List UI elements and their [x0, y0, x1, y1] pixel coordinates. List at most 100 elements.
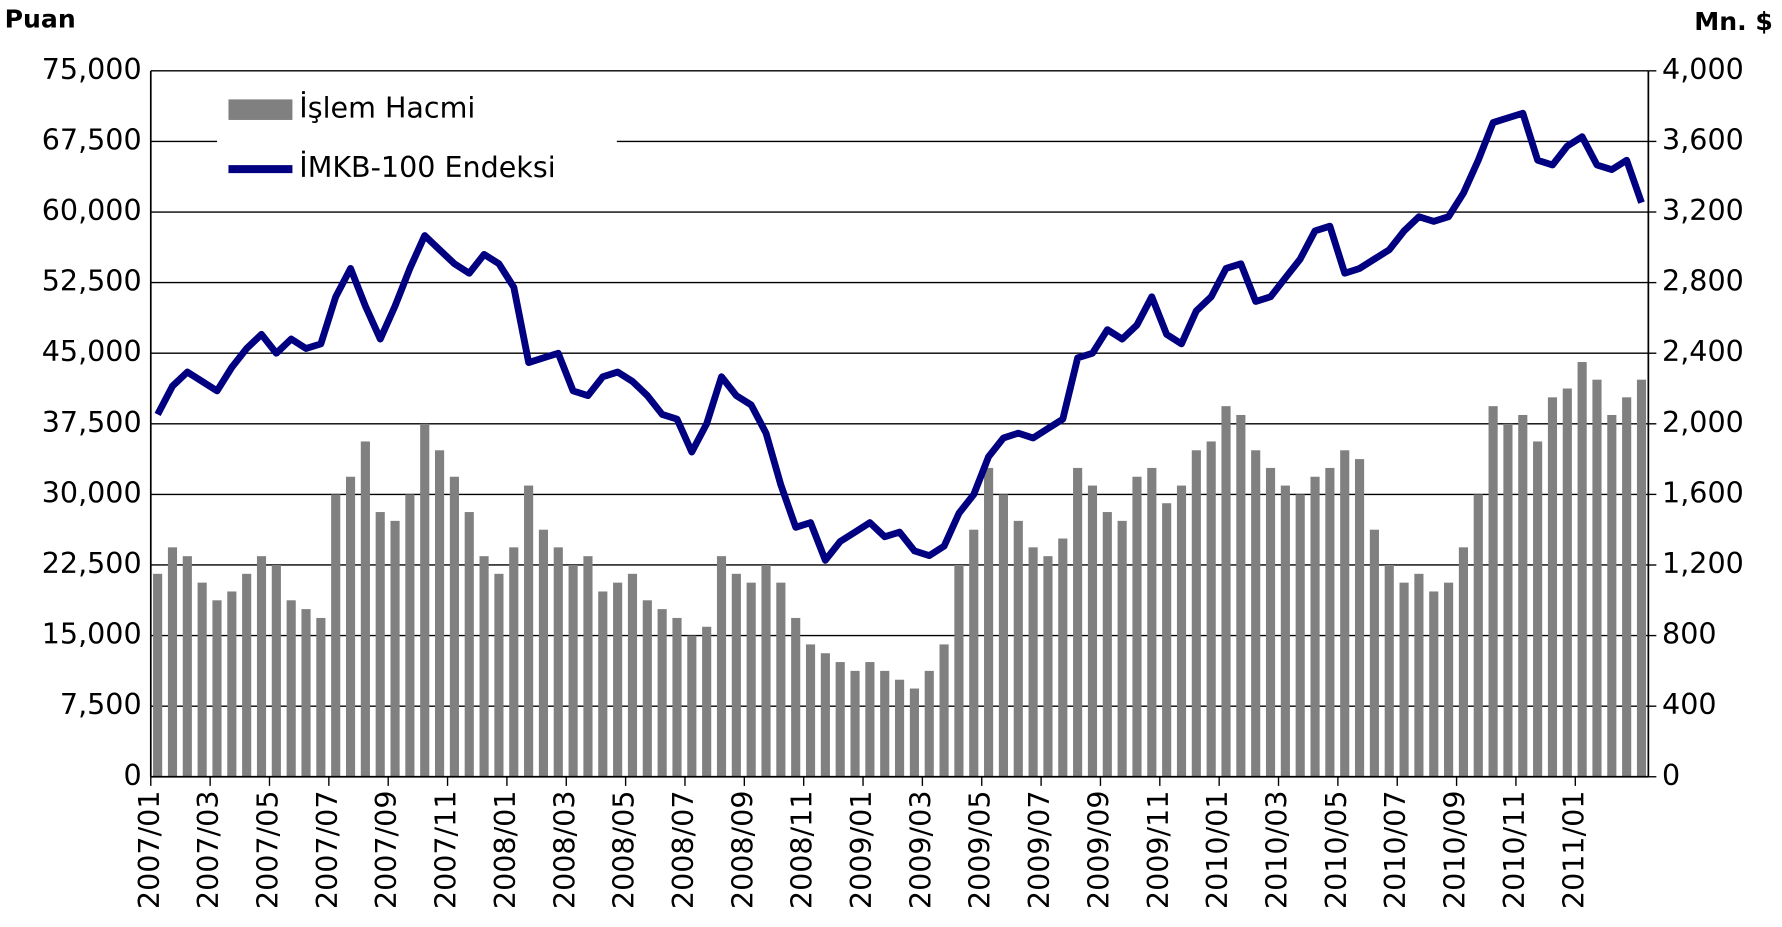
volume-bar: [1325, 467, 1335, 777]
volume-bar: [256, 556, 267, 777]
volume-bar: [479, 556, 489, 777]
volume-bar: [1340, 450, 1350, 777]
volume-bar: [1102, 512, 1112, 777]
volume-bar: [345, 476, 356, 777]
y-tick-label: 15,000: [42, 617, 142, 651]
volume-bar: [227, 591, 237, 777]
volume-bar: [1354, 459, 1365, 777]
volume-bar: [553, 547, 563, 777]
volume-bar: [375, 512, 385, 777]
legend-swatch: [228, 99, 293, 120]
y2-tick-label: 2,800: [1662, 264, 1744, 298]
volume-bar: [1013, 520, 1023, 777]
volume-bar: [286, 600, 296, 777]
x-tick-label: 2009/05: [963, 790, 997, 909]
volume-bar: [1280, 485, 1290, 777]
y2-tick-label: 400: [1662, 687, 1717, 721]
volume-bar: [791, 617, 801, 777]
x-tick-label: 2010/05: [1319, 790, 1353, 909]
volume-bar: [1265, 467, 1276, 777]
volume-bar: [954, 564, 964, 777]
x-tick-label: 2008/01: [488, 790, 522, 909]
volume-bar: [271, 564, 281, 777]
volume-bar: [939, 644, 949, 777]
volume-bar: [1147, 467, 1157, 777]
volume-bar: [464, 512, 474, 777]
x-tick-label: 2010/03: [1260, 790, 1294, 909]
y2-tick-label: 1,200: [1662, 546, 1744, 580]
legend-label: İşlem Hacmi: [299, 91, 475, 125]
volume-bar: [880, 670, 890, 777]
y2-tick-label: 800: [1662, 617, 1717, 651]
volume-bar: [731, 573, 741, 777]
y-tick-label: 60,000: [42, 193, 142, 227]
volume-bar: [1384, 564, 1394, 777]
volume-bar: [1043, 556, 1053, 777]
volume-bar: [242, 573, 252, 777]
y2-axis-label: Mn. $: [1694, 7, 1773, 36]
y-tick-label: 45,000: [42, 334, 142, 368]
x-tick-label: 2010/01: [1200, 790, 1234, 909]
volume-bar: [1251, 450, 1261, 777]
x-tick-label: 2008/07: [666, 790, 700, 909]
volume-bar: [1518, 414, 1528, 777]
x-tick-label: 2010/07: [1378, 790, 1412, 909]
volume-bar: [153, 573, 163, 777]
volume-bar: [509, 547, 519, 777]
volume-bar: [360, 441, 370, 777]
x-tick-label: 2008/09: [725, 790, 759, 909]
volume-bar: [805, 644, 816, 777]
x-tick-label: 2011/01: [1556, 790, 1590, 909]
y2-tick-label: 3,200: [1662, 193, 1744, 227]
volume-bar: [1176, 485, 1187, 777]
volume-bar: [1087, 485, 1098, 777]
volume-bar: [524, 485, 534, 777]
x-tick-label: 2008/03: [547, 790, 581, 909]
volume-bar: [568, 564, 578, 777]
volume-bar: [405, 494, 415, 777]
y2-tick-label: 0: [1662, 758, 1680, 792]
volume-bar: [1444, 582, 1454, 777]
y-tick-label: 37,500: [42, 405, 142, 439]
volume-bar: [1414, 573, 1424, 777]
volume-bar: [197, 582, 207, 777]
volume-bar: [835, 662, 845, 777]
x-tick-label: 2008/05: [607, 790, 641, 909]
y-tick-label: 30,000: [42, 475, 142, 509]
volume-bar: [1236, 414, 1246, 777]
volume-bar: [1162, 503, 1172, 777]
volume-bar: [1310, 476, 1320, 777]
volume-bar: [494, 573, 504, 777]
volume-bar: [1607, 414, 1617, 777]
y2-tick-label: 2,400: [1662, 334, 1744, 368]
volume-bar: [1503, 423, 1513, 777]
y-axis-label: Puan: [5, 5, 76, 34]
volume-bar: [850, 670, 860, 777]
y2-tick-label: 3,600: [1662, 122, 1744, 156]
volume-bar: [820, 653, 830, 777]
volume-bar: [1636, 379, 1647, 777]
volume-bar: [1117, 520, 1127, 777]
volume-bar: [435, 450, 445, 777]
volume-bar: [909, 688, 919, 777]
volume-bar: [167, 547, 178, 777]
volume-bar: [613, 582, 623, 777]
x-tick-label: 2009/07: [1022, 790, 1056, 909]
volume-bar: [390, 520, 400, 777]
volume-bar: [969, 529, 979, 777]
volume-bar: [1073, 467, 1083, 777]
y-tick-label: 52,500: [42, 264, 142, 298]
volume-bar: [657, 609, 667, 777]
volume-bar: [984, 467, 994, 777]
x-tick-label: 2009/01: [844, 790, 878, 909]
volume-bar: [1221, 406, 1231, 777]
y-tick-label: 67,500: [42, 122, 142, 156]
plot: [153, 109, 1647, 777]
volume-bar: [538, 529, 549, 777]
x-tick-label: 2010/09: [1438, 790, 1472, 909]
volume-bar: [924, 670, 934, 777]
volume-bar: [1295, 494, 1305, 777]
x-tick-label: 2007/11: [429, 790, 463, 909]
volume-bar: [687, 635, 697, 777]
volume-bar: [1132, 476, 1142, 777]
